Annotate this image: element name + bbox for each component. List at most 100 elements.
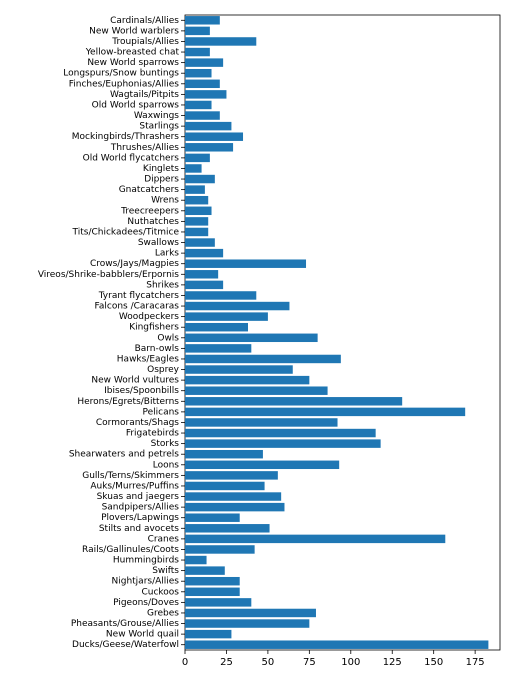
bar [185, 450, 263, 458]
y-tick-label: Frigatebirds [126, 429, 179, 439]
bar [185, 249, 223, 257]
y-tick-label: Skuas and jaegers [97, 492, 180, 502]
y-tick-label: Crows/Jays/Magpies [90, 259, 179, 269]
y-tick-label: Starlings [139, 122, 179, 132]
bar [185, 556, 207, 564]
x-tick-label: 75 [303, 657, 316, 668]
y-tick-label: Gulls/Terns/Skimmers [82, 471, 179, 481]
bar [185, 207, 212, 215]
y-tick-label: Hummingbirds [113, 556, 179, 566]
y-tick-label: Swallows [138, 238, 179, 248]
bar [185, 429, 376, 437]
y-tick-label: Kinglets [143, 164, 179, 174]
bar [185, 566, 225, 574]
y-tick-label: Vireos/Shrike-babblers/Erpornis [38, 270, 179, 280]
bar [185, 270, 218, 278]
y-tick-label: Cormorants/Shags [96, 418, 179, 428]
y-tick-label: Grebes [147, 608, 179, 618]
y-tick-label: Kingfishers [129, 323, 179, 333]
bar [185, 122, 231, 130]
y-tick-label: Dippers [144, 175, 179, 185]
y-tick-label: Stilts and avocets [99, 524, 179, 534]
y-tick-label: Tyrant flycatchers [98, 291, 180, 301]
y-tick-label: Nuthatches [127, 217, 179, 227]
y-tick-label: Hawks/Eagles [117, 354, 180, 364]
y-tick-label: Nightjars/Allies [112, 577, 180, 587]
x-tick-label: 125 [383, 657, 402, 668]
bar [185, 175, 215, 183]
x-ticks: 0255075100125150175 [182, 650, 485, 668]
bar [185, 101, 212, 109]
bar [185, 259, 306, 267]
bar [185, 154, 210, 162]
y-tick-label: Pelicans [142, 407, 179, 417]
y-tick-label: Wagtails/Pitpits [110, 90, 179, 100]
bar [185, 27, 210, 35]
bar [185, 90, 226, 98]
bar [185, 48, 210, 56]
x-tick-label: 175 [466, 657, 485, 668]
bar [185, 16, 220, 24]
y-tick-label: New World vultures [91, 376, 179, 386]
bar [185, 111, 220, 119]
y-tick-label: New World warblers [89, 26, 179, 36]
y-tick-label: Pigeons/Doves [113, 598, 179, 608]
y-tick-label: Treecreepers [120, 206, 179, 216]
bar [185, 492, 281, 500]
bar [185, 619, 309, 627]
y-tick-label: Waxwings [134, 111, 179, 121]
y-tick-label: Gnatcatchers [119, 185, 180, 195]
bar [185, 588, 240, 596]
x-tick-label: 25 [220, 657, 233, 668]
y-tick-label: Old World sparrows [92, 100, 180, 110]
bar [185, 609, 316, 617]
y-tick-label: Osprey [147, 365, 180, 375]
x-tick-label: 150 [424, 657, 443, 668]
y-tick-label: Cardinals/Allies [110, 16, 179, 26]
bar [185, 281, 223, 289]
y-tick-label: Larks [155, 249, 179, 259]
bar [185, 386, 328, 394]
y-tick-label: Old World flycatchers [83, 153, 180, 163]
bars [185, 16, 488, 649]
y-tick-label: Yellow-breasted chat [85, 48, 180, 58]
bar [185, 164, 202, 172]
y-tick-label: New World quail [106, 630, 179, 640]
bar [185, 503, 284, 511]
bar [185, 228, 208, 236]
bar [185, 408, 465, 416]
bar [185, 344, 251, 352]
bar [185, 461, 339, 469]
bar [185, 217, 208, 225]
bar [185, 69, 212, 77]
y-tick-label: Finches/Euphonias/Allies [69, 79, 180, 89]
bar [185, 37, 256, 45]
bar [185, 80, 220, 88]
x-tick-label: 50 [262, 657, 275, 668]
y-tick-label: Herons/Egrets/Bitterns [77, 397, 179, 407]
y-tick-label: Longspurs/Snow buntings [63, 69, 179, 79]
y-tick-label: Ibises/Spoonbills [104, 386, 179, 396]
y-tick-label: Falcons /Caracaras [95, 302, 180, 312]
y-tick-label: Tits/Chickadees/Titmice [72, 227, 180, 237]
y-tick-label: Storks [151, 439, 180, 449]
x-tick-label: 100 [341, 657, 360, 668]
y-tick-label: Shrikes [146, 280, 179, 290]
bar [185, 196, 208, 204]
bar [185, 471, 278, 479]
bar [185, 302, 289, 310]
bar [185, 334, 318, 342]
y-tick-label: Shearwaters and petrels [69, 450, 179, 460]
y-tick-label: Auks/Murres/Puffins [90, 481, 179, 491]
bar [185, 524, 270, 532]
chart-container: Cardinals/AlliesNew World warblersTroupi… [0, 0, 512, 683]
bar [185, 630, 231, 638]
y-tick-label: Owls [157, 333, 179, 343]
y-tick-label: Sandpipers/Allies [102, 503, 180, 513]
y-tick-label: Cranes [148, 534, 180, 544]
y-tick-label: Woodpeckers [119, 312, 179, 322]
y-tick-label: Troupials/Allies [111, 37, 179, 47]
bar [185, 185, 205, 193]
y-tick-label: Wrens [151, 196, 179, 206]
bar [185, 545, 255, 553]
